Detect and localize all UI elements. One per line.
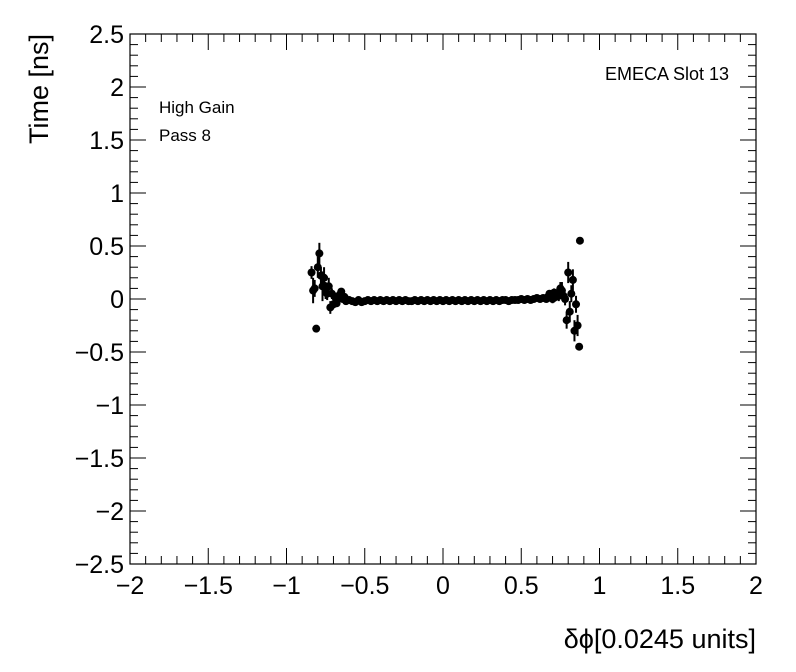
y-tick-label: −1 bbox=[95, 392, 124, 420]
data-marker bbox=[310, 284, 319, 293]
data-marker bbox=[567, 289, 576, 298]
y-tick-label: 1.5 bbox=[89, 127, 124, 155]
data-marker bbox=[307, 268, 316, 277]
data-point bbox=[567, 285, 576, 303]
data-point bbox=[575, 236, 584, 245]
y-tick-label: −2.5 bbox=[75, 551, 124, 579]
x-tick-label: 1.5 bbox=[660, 572, 695, 600]
data-marker bbox=[320, 273, 329, 282]
data-marker bbox=[564, 268, 573, 277]
y-tick-label: −1.5 bbox=[75, 445, 124, 473]
x-tick-label: 2 bbox=[749, 572, 763, 600]
axis-ticks bbox=[129, 33, 757, 565]
annotation-high-gain: High Gain bbox=[159, 98, 235, 117]
data-marker bbox=[568, 275, 577, 284]
data-point bbox=[564, 261, 573, 284]
y-tick-label: 2 bbox=[110, 74, 124, 102]
x-tick-label: −1.5 bbox=[184, 572, 233, 600]
data-point bbox=[575, 342, 584, 351]
data-point bbox=[307, 266, 316, 279]
data-point bbox=[312, 324, 321, 333]
data-point bbox=[573, 314, 582, 337]
data-marker bbox=[575, 342, 584, 351]
data-marker bbox=[315, 249, 324, 258]
data-point bbox=[562, 311, 571, 329]
x-tick-label: −2 bbox=[116, 572, 145, 600]
y-axis-title: Time [ns] bbox=[24, 34, 54, 144]
plot-frame bbox=[129, 33, 757, 565]
annotation-pass: Pass 8 bbox=[159, 126, 211, 145]
y-tick-label: 2.5 bbox=[89, 21, 124, 49]
data-point bbox=[310, 279, 319, 297]
data-points bbox=[307, 236, 584, 351]
data-point bbox=[568, 269, 577, 291]
data-marker bbox=[324, 282, 333, 291]
x-tick-label: 0 bbox=[436, 572, 450, 600]
x-tick-label: 0.5 bbox=[504, 572, 539, 600]
axis-tick-labels: −2 −1.5 −1 −0.5 0 0.5 1 1.5 2−2.5−2−1.5−1−0.500.… bbox=[75, 21, 763, 600]
data-marker bbox=[562, 316, 571, 325]
data-marker bbox=[312, 324, 321, 333]
data-marker bbox=[313, 263, 322, 272]
x-axis-title: δϕ[0.0245 units] bbox=[564, 624, 756, 654]
x-tick-label: 1 bbox=[593, 572, 607, 600]
data-marker bbox=[561, 295, 570, 303]
y-tick-label: −2 bbox=[95, 498, 124, 526]
x-tick-label: −1 bbox=[272, 572, 301, 600]
y-tick-label: 0.5 bbox=[89, 233, 124, 261]
data-point bbox=[315, 242, 324, 265]
x-tick-label: −0.5 bbox=[340, 572, 389, 600]
y-tick-label: 0 bbox=[110, 286, 124, 314]
data-marker bbox=[575, 236, 584, 245]
data-point bbox=[561, 292, 570, 306]
data-point bbox=[572, 295, 581, 313]
data-point bbox=[565, 301, 574, 323]
data-point bbox=[320, 267, 329, 289]
data-marker bbox=[572, 300, 581, 309]
data-marker bbox=[573, 321, 582, 330]
y-tick-label: 1 bbox=[110, 180, 124, 208]
y-tick-label: −0.5 bbox=[75, 339, 124, 367]
data-marker bbox=[565, 307, 574, 316]
annotation-slot: EMECA Slot 13 bbox=[605, 64, 729, 84]
